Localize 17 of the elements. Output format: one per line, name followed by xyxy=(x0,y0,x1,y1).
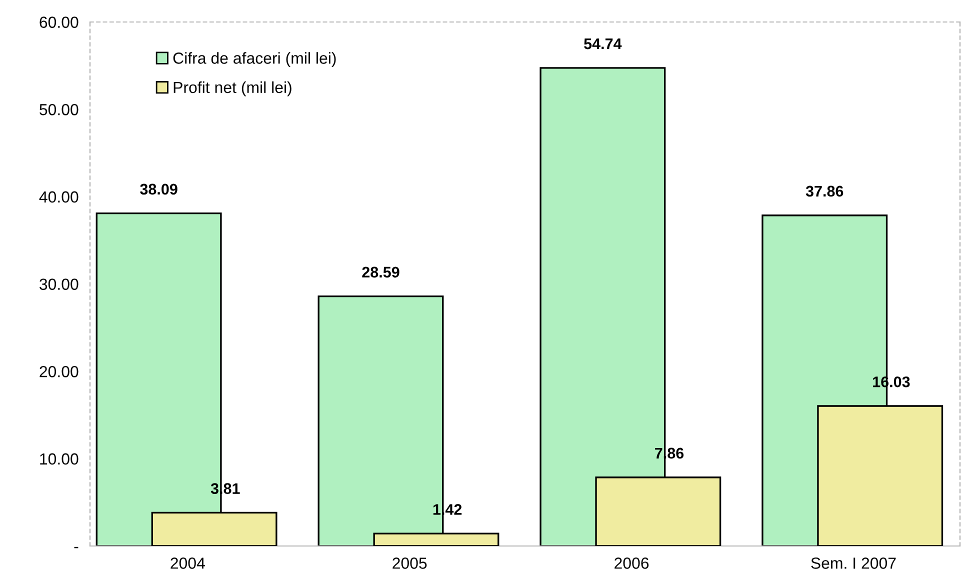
data-label: 28.59 xyxy=(362,266,400,278)
y-tick-label: 50.00 xyxy=(40,104,78,116)
data-label: 38.09 xyxy=(140,184,178,195)
y-tick-label: 30.00 xyxy=(40,278,78,290)
y-tick-label: 60.00 xyxy=(40,16,78,28)
x-tick-label: 2004 xyxy=(170,558,205,569)
y-tick-label: 40.00 xyxy=(39,191,78,203)
x-tick-label: Sem. I 2007 xyxy=(811,558,896,569)
y-tick-label: - xyxy=(74,546,78,548)
x-tick-label: 2005 xyxy=(392,558,427,569)
y-tick-label: 20.00 xyxy=(40,366,78,378)
data-label: 54.74 xyxy=(584,38,622,50)
x-tick-label: 2006 xyxy=(614,558,649,569)
legend-label: Cifra de afaceri (mil lei) xyxy=(173,52,336,67)
y-tick-label: 10.00 xyxy=(40,453,78,465)
legend-label: Profit net (mil lei) xyxy=(174,81,292,96)
data-label: 37.86 xyxy=(806,186,844,197)
